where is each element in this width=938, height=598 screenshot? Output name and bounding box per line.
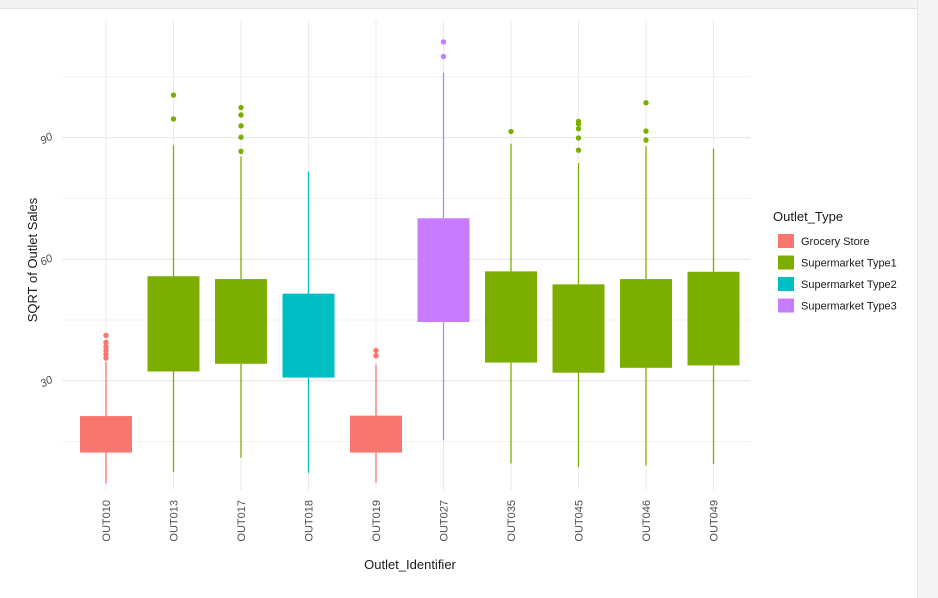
x-tick-label: OUT046 (641, 500, 653, 542)
legend-label: Grocery Store (801, 236, 869, 248)
outlier-point (238, 123, 244, 129)
legend-item: Supermarket Type2 (778, 277, 897, 291)
outlier-point (508, 128, 514, 135)
box-out027 (417, 39, 470, 441)
outlier-point (643, 137, 649, 143)
box-out046 (620, 100, 672, 466)
legend-item: Supermarket Type3 (778, 298, 897, 313)
x-tick-label: OUT019 (371, 500, 383, 542)
legend: Outlet_Type Grocery Store Supermarket Typ… (773, 209, 897, 313)
y-tick-label: 30 (38, 374, 55, 391)
outlier-point (575, 147, 582, 153)
outlier-point (575, 125, 582, 132)
x-tick-label: OUT010 (101, 500, 113, 542)
box-out013 (147, 92, 200, 473)
outlier-point (103, 344, 109, 350)
legend-title: Outlet_Type (773, 209, 843, 224)
window-right-edge (917, 0, 938, 598)
outlier-point (238, 134, 244, 140)
outlier-point (643, 100, 649, 106)
legend-label: Supermarket Type2 (801, 279, 897, 291)
outlier-point (440, 39, 447, 45)
box-out018 (282, 171, 335, 473)
outlier-point (373, 347, 379, 354)
outlier-point (238, 112, 244, 118)
x-tick-label: OUT049 (709, 500, 721, 542)
outlier-point (170, 116, 177, 122)
box-out017 (215, 104, 267, 458)
box-out035 (485, 128, 537, 464)
y-tick-labels: 30 60 90 (38, 130, 55, 390)
legend-item: Supermarket Type1 (778, 255, 897, 270)
y-axis-title: SQRT of Outlet Sales (25, 197, 40, 322)
box-body (552, 284, 605, 373)
box-out045 (552, 118, 605, 468)
outlier-point (575, 135, 582, 141)
x-tick-label: OUT013 (169, 500, 181, 542)
legend-key (778, 255, 794, 270)
outlier-point (238, 148, 244, 155)
grid (62, 20, 750, 490)
x-tick-label: OUT027 (439, 500, 451, 542)
box-body (80, 416, 132, 453)
outlier-point (170, 92, 177, 98)
box-out010 (80, 332, 132, 484)
legend-key (778, 234, 794, 248)
y-tick-label: 60 (38, 252, 55, 269)
legend-key (778, 298, 794, 313)
legend-label: Supermarket Type1 (801, 258, 897, 270)
outlier-point (643, 128, 649, 134)
box-body (215, 279, 267, 364)
plot-marks (80, 39, 740, 484)
x-axis-title: Outlet_Identifier (364, 557, 456, 572)
x-tick-label: OUT045 (574, 500, 586, 542)
box-body (485, 271, 537, 363)
outlier-point (238, 104, 244, 111)
x-tick-label: OUT035 (506, 500, 518, 542)
outlier-point (103, 339, 109, 345)
box-body (282, 293, 335, 378)
window-top-strip (0, 0, 938, 9)
box-body (417, 218, 470, 323)
x-tick-label: OUT018 (304, 500, 316, 542)
outlier-point (103, 332, 109, 339)
outlier-point (373, 352, 379, 359)
legend-item: Grocery Store (778, 234, 869, 248)
box-out049 (687, 148, 740, 464)
box-body (147, 276, 200, 372)
outlier-point (103, 351, 109, 358)
y-tick-label: 90 (38, 130, 55, 147)
outlier-point (440, 53, 447, 60)
x-tick-labels: OUT010 OUT013 OUT017 OUT018 OUT019 OUT027 OUT0… (101, 500, 721, 542)
legend-key (778, 277, 794, 291)
box-body (687, 271, 740, 366)
box-out019 (350, 347, 402, 483)
legend-label: Supermarket Type3 (801, 301, 897, 313)
box-body (350, 415, 402, 453)
box-body (620, 279, 672, 368)
outlier-point (575, 118, 582, 125)
x-tick-label: OUT017 (236, 500, 248, 542)
